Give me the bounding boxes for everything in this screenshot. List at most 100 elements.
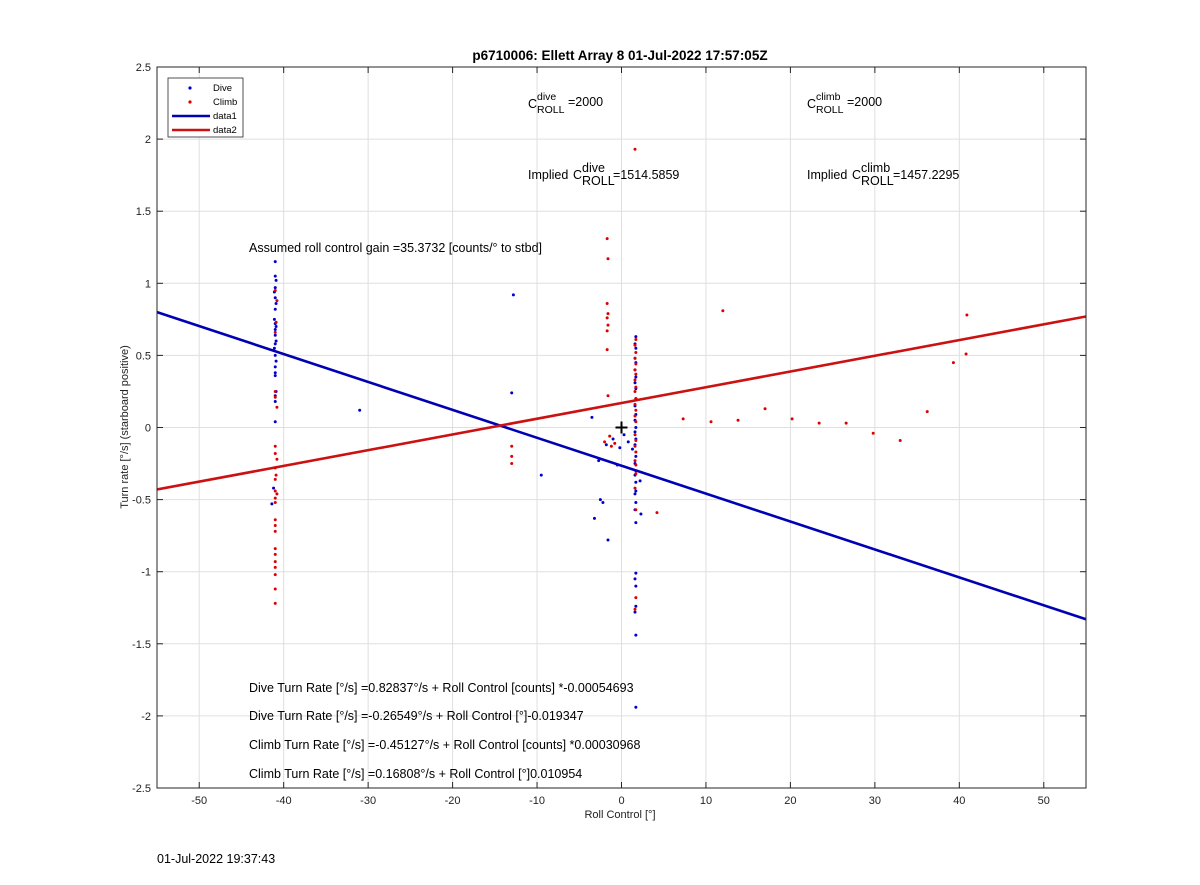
point-climb [633,607,637,611]
point-climb [790,417,794,421]
point-climb [633,444,637,448]
point-climb [634,408,638,412]
point-climb [510,444,514,448]
point-climb [655,511,659,515]
point-climb [634,508,638,512]
fit-line-data1 [157,310,1086,621]
point-climb [634,438,638,442]
point-climb [273,289,277,293]
point-dive [630,447,634,451]
point-climb [273,560,277,564]
x-tick-label: -30 [360,795,376,807]
point-climb [633,486,637,490]
x-tick-label: 10 [700,795,712,807]
point-climb [633,147,637,151]
point-climb [634,472,638,476]
point-dive [634,346,638,350]
point-climb [871,431,875,435]
fit-lines [157,310,1086,621]
point-climb [273,330,277,334]
svg-text:C: C [528,97,537,111]
point-dive [273,400,277,404]
point-climb [633,356,637,360]
point-dive [634,454,638,458]
point-dive [270,502,274,506]
svg-text:dive: dive [537,91,556,103]
x-tick-label: -50 [191,795,207,807]
point-dive [598,498,602,502]
x-tick-label: -10 [529,795,545,807]
point-dive [634,469,638,473]
point-climb [608,434,612,438]
annotation-eq-climb-deg: Climb Turn Rate [°/s] =0.16808°/s + Roll… [249,767,582,781]
point-dive [273,327,277,331]
point-dive [634,489,638,493]
point-climb [633,402,637,406]
point-climb [681,417,685,421]
point-dive [634,633,638,637]
svg-text:Implied: Implied [807,168,847,182]
point-dive [634,604,638,608]
point-dive [590,415,594,419]
svg-text:dive: dive [582,161,605,175]
point-climb [606,257,610,261]
x-tick-label: 50 [1038,795,1050,807]
point-climb [275,492,279,496]
point-dive [634,375,638,379]
point-climb [606,312,610,316]
point-dive [622,433,626,437]
svg-text:=2000: =2000 [847,95,882,109]
svg-text:=2000: =2000 [568,95,603,109]
point-climb [633,459,637,463]
x-axis-label: Roll Control [°] [584,809,655,821]
point-climb [273,496,277,500]
point-dive [597,459,601,463]
point-climb [634,338,638,342]
point-climb [606,394,610,398]
point-climb [273,489,277,493]
y-tick-label: -2 [141,711,151,723]
point-climb [844,421,848,425]
point-climb [273,518,277,522]
point-dive [638,479,642,483]
point-climb [605,329,609,333]
svg-text:ROLL: ROLL [816,104,844,116]
point-climb [273,587,277,591]
legend-data2-label: data2 [213,125,237,136]
point-dive [611,437,615,441]
chart-title: p6710006: Ellett Array 8 01-Jul-2022 17:… [472,48,767,63]
annotation-eq-dive-deg: Dive Turn Rate [°/s] =-0.26549°/s + Roll… [249,709,584,723]
point-climb [273,477,277,481]
point-climb [925,410,929,414]
point-dive [273,307,277,311]
point-dive [273,333,277,337]
y-tick-label: 2.5 [136,62,151,74]
point-dive [274,325,278,329]
point-dive [618,446,622,450]
point-climb [634,463,638,467]
point-dive [606,538,610,542]
point-climb [274,473,278,477]
point-dive [358,408,362,412]
point-climb [273,547,277,551]
point-dive [273,286,277,290]
point-dive [634,480,638,484]
svg-text:=1514.5859: =1514.5859 [613,168,679,182]
point-climb [273,529,277,533]
point-climb [633,343,637,347]
point-climb [634,362,638,366]
annotation-implied-dive: Implied C dive ROLL =1514.5859 [528,161,679,188]
svg-text:ROLL: ROLL [861,174,894,188]
x-tick-label: 40 [953,795,965,807]
point-dive [633,430,637,434]
annotation-gain: Assumed roll control gain =35.3732 [coun… [249,241,542,255]
point-climb [275,299,279,303]
point-climb [273,552,277,556]
point-climb [510,454,514,458]
y-ticks: -2.5 -2 -1.5 -1 -0.5 0 0.5 1 1.5 2 2.5 [132,62,1086,795]
point-climb [605,237,609,241]
point-dive [626,440,630,444]
legend-data1-label: data1 [213,111,237,122]
svg-text:C: C [573,168,582,182]
y-tick-label: 0 [145,423,151,435]
